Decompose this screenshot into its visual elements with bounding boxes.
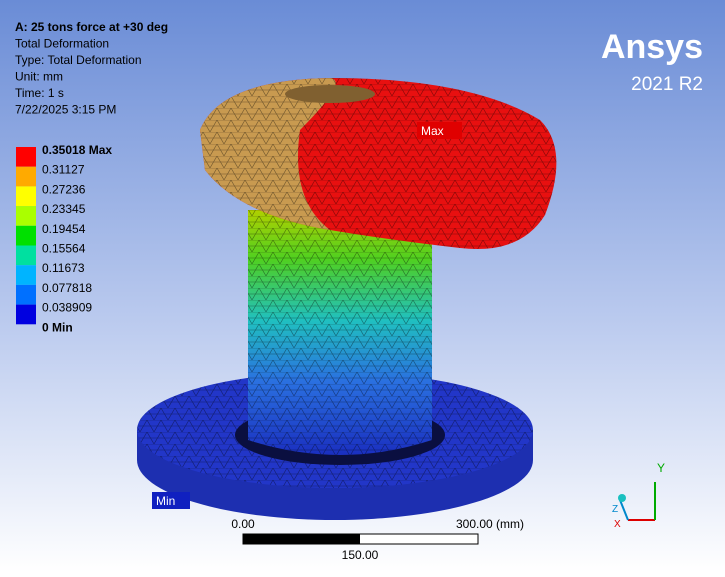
legend-swatch	[16, 245, 36, 266]
legend-label: 0 Min	[42, 320, 73, 334]
scale-bar-half	[243, 534, 360, 544]
header-line: Time: 1 s	[15, 86, 64, 100]
legend-swatch	[16, 284, 36, 305]
logo-version: 2021 R2	[631, 74, 703, 95]
legend-label: 0.19454	[42, 222, 86, 236]
scale-end: 300.00 (mm)	[456, 517, 524, 531]
legend-swatch	[16, 166, 36, 187]
legend-label: 0.23345	[42, 202, 86, 216]
header: A: 25 tons force at +30 deg Total Deforma…	[15, 20, 168, 117]
triad-x: X	[614, 519, 621, 530]
legend-swatch	[16, 147, 36, 167]
triad-y: Y	[657, 461, 665, 475]
legend-label: 0.35018 Max	[42, 143, 112, 157]
triad-z: Z	[612, 504, 618, 515]
legend-label: 0.15564	[42, 242, 86, 256]
legend: 0.35018 Max 0.31127 0.27236 0.23345 0.19454 0…	[16, 143, 112, 334]
legend-label: 0.31127	[42, 163, 85, 177]
model	[137, 78, 557, 520]
legend-swatch	[16, 265, 36, 285]
logo-brand: Ansys	[601, 28, 703, 66]
header-line: Total Deformation	[15, 37, 109, 51]
legend-label: 0.11673	[42, 261, 85, 275]
triad: Y X Z	[612, 461, 665, 530]
header-line: A: 25 tons force at +30 deg	[15, 20, 168, 34]
min-probe: Min	[156, 494, 175, 508]
scale-middle: 150.00	[342, 548, 379, 562]
min-tag	[152, 492, 190, 509]
legend-label: 0.038909	[42, 301, 92, 315]
header-line: Type: Total Deformation	[15, 53, 142, 67]
legend-swatch	[16, 186, 36, 207]
max-tag	[417, 122, 462, 139]
max-probe: Max	[421, 124, 444, 138]
legend-label: 0.077818	[42, 281, 92, 295]
legend-swatch	[16, 206, 36, 226]
header-line: Unit: mm	[15, 70, 63, 84]
legend-label: 0.27236	[42, 182, 86, 196]
legend-swatch	[16, 304, 36, 325]
header-line: 7/22/2025 3:15 PM	[15, 103, 116, 117]
legend-swatch	[16, 225, 36, 246]
scale-start: 0.00	[231, 517, 255, 531]
